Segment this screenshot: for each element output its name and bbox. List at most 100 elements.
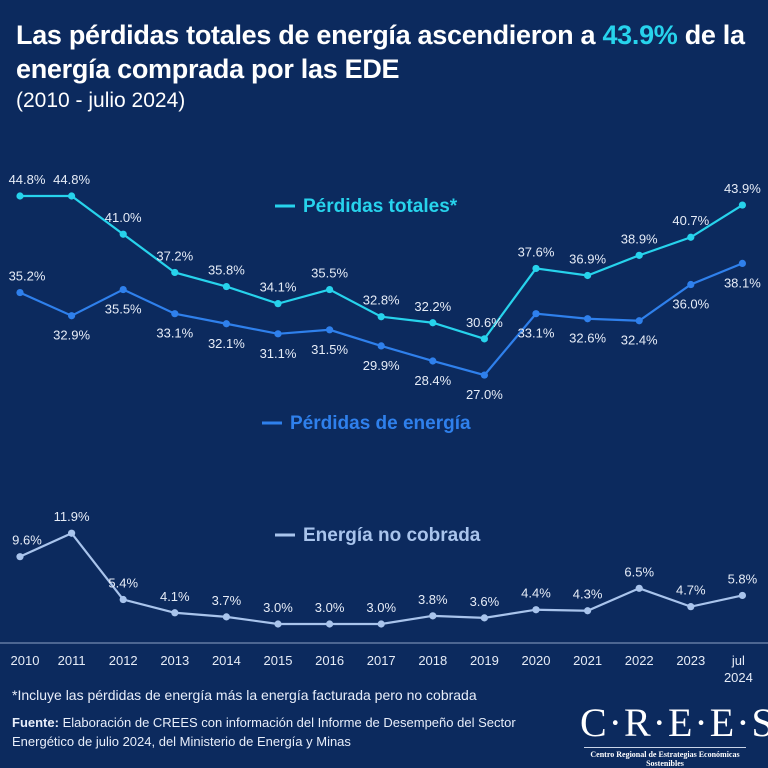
data-label: 35.5% [105, 302, 142, 317]
data-label: 37.6% [518, 244, 555, 259]
data-point [532, 310, 540, 318]
data-point [532, 264, 540, 273]
logo-tagline: Centro Regional de Estrategias Económica… [590, 750, 740, 768]
data-label: 33.1% [156, 326, 193, 341]
x-tick-label: 2010 [11, 653, 40, 668]
data-label: 3.0% [366, 600, 396, 615]
data-label: 32.6% [569, 331, 606, 346]
data-label: 32.2% [414, 299, 451, 314]
data-label: 3.0% [315, 600, 345, 615]
x-tick-label: 2019 [470, 653, 499, 668]
data-point [274, 620, 282, 628]
data-point [222, 320, 230, 328]
data-point [119, 230, 127, 238]
data-point [738, 201, 747, 209]
x-tick-label: 2022 [625, 653, 654, 668]
data-point [16, 192, 24, 200]
data-point [16, 553, 24, 561]
x-tick-label: 2014 [212, 653, 241, 668]
data-label: 31.1% [260, 346, 297, 361]
data-point [687, 233, 695, 241]
data-point [326, 326, 334, 334]
page-subtitle: (2010 - julio 2024) [16, 89, 186, 112]
data-point [480, 371, 488, 379]
data-label: 6.5% [624, 564, 654, 579]
x-tick-label: 2012 [109, 653, 138, 668]
data-label: 4.3% [573, 587, 603, 602]
data-label: 32.4% [621, 333, 658, 348]
data-label: 30.6% [466, 315, 503, 330]
data-point [584, 271, 592, 280]
data-label: 35.8% [208, 263, 245, 278]
data-point [171, 609, 179, 617]
x-tick-label: 2024 [724, 670, 753, 685]
data-label: 44.8% [9, 172, 46, 187]
data-point [635, 251, 643, 259]
data-label: 3.7% [212, 593, 242, 608]
data-point [222, 282, 230, 291]
title-text-end: de la energía comprada por las EDE [16, 20, 745, 84]
data-label: 4.7% [676, 583, 706, 598]
data-label: 36.0% [672, 297, 709, 312]
data-label: 29.9% [363, 358, 400, 373]
x-tick-label: 2021 [573, 653, 602, 668]
data-point [171, 310, 179, 318]
data-point [635, 317, 643, 325]
x-tick-label: 2023 [676, 653, 705, 668]
data-point [584, 607, 592, 615]
footnote: *Incluye las pérdidas de energía más la … [12, 687, 477, 703]
data-label: 32.8% [363, 293, 400, 308]
x-tick-label: 2015 [264, 653, 293, 668]
data-point [377, 313, 385, 321]
data-point [119, 285, 127, 294]
logo-divider [584, 747, 746, 748]
page-title: Las pérdidas totales de energía ascendie… [16, 18, 761, 86]
data-label: 35.2% [9, 269, 46, 284]
data-point [377, 342, 385, 350]
data-label: 3.0% [263, 600, 293, 615]
data-label: 32.9% [53, 328, 90, 343]
data-point [429, 319, 437, 327]
data-point [326, 620, 334, 628]
data-label: 5.4% [108, 576, 138, 591]
data-label: 4.4% [521, 586, 551, 601]
data-point [222, 613, 230, 621]
data-point [68, 529, 76, 537]
source-label: Fuente: [12, 715, 59, 730]
x-tick-label: 2016 [315, 653, 344, 668]
data-label: 32.1% [208, 336, 245, 351]
data-label: 38.1% [724, 275, 761, 290]
data-label: 43.9% [724, 181, 761, 196]
data-label: 40.7% [672, 213, 709, 228]
data-label: 33.1% [518, 326, 555, 341]
data-label: 34.1% [260, 280, 297, 295]
source-note: Fuente: Elaboración de CREES con informa… [12, 713, 572, 751]
data-point [377, 620, 385, 628]
x-tick-label: 2017 [367, 653, 396, 668]
data-point [171, 268, 179, 277]
x-tick-label: 2018 [418, 653, 447, 668]
source-text: Elaboración de CREES con información del… [12, 715, 516, 749]
data-label: 41.0% [105, 210, 142, 225]
data-label: 3.8% [418, 592, 448, 607]
data-point [274, 300, 282, 308]
data-label: 37.2% [156, 248, 193, 263]
data-point [480, 614, 488, 622]
data-point [738, 591, 747, 600]
data-label: 11.9% [54, 509, 90, 524]
data-point [584, 315, 592, 323]
crees-logo: C·R·E·E·S Centro Regional de Estrategias… [580, 703, 768, 768]
data-point [68, 312, 76, 320]
data-point [532, 606, 540, 614]
data-label: 3.6% [470, 594, 500, 609]
data-point [635, 584, 643, 592]
data-label: 9.6% [12, 533, 42, 548]
data-label: 28.4% [414, 373, 451, 388]
title-highlight: 43.9% [602, 20, 678, 50]
data-point [429, 612, 437, 620]
legend-label: Pérdidas de energía [290, 413, 471, 434]
data-point [738, 259, 747, 268]
legend-label: Pérdidas totales* [303, 196, 458, 217]
data-label: 31.5% [311, 342, 348, 357]
data-label: 38.9% [621, 231, 658, 246]
